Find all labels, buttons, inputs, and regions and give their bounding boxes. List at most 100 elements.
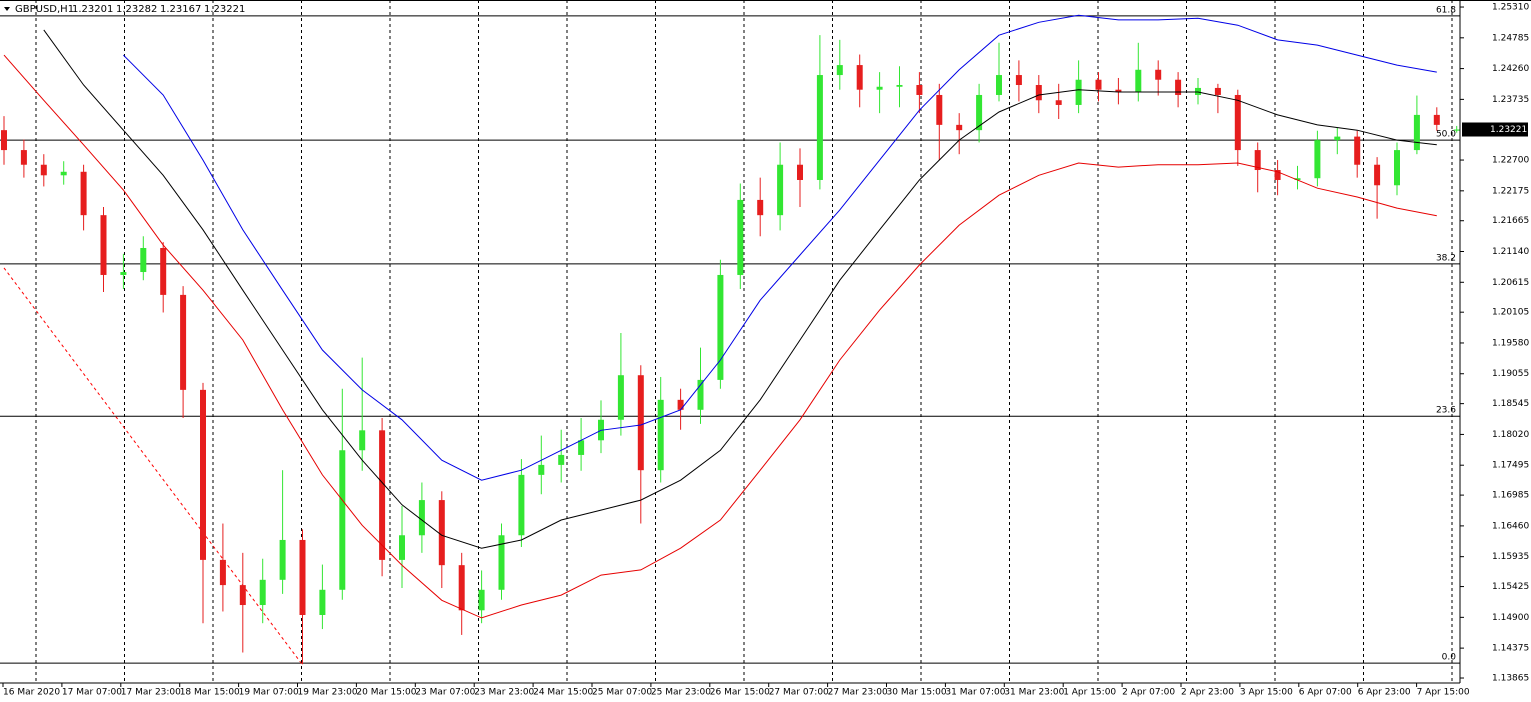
candle-body [120, 272, 127, 275]
x-tick-label: 25 Mar 23:00 [651, 688, 711, 698]
x-tick-label: 24 Mar 15:00 [533, 688, 593, 698]
current-price-box [1462, 122, 1528, 137]
moving-average-line [3, 54, 1437, 619]
y-tick-label: 1.14375 [1492, 644, 1529, 654]
x-tick-label: 23 Mar 23:00 [474, 688, 534, 698]
header-value: 1.23282 [116, 4, 157, 15]
y-tick-label: 1.23735 [1492, 95, 1529, 105]
candle-body [319, 589, 326, 615]
candle-body [279, 539, 286, 580]
candle-body [1214, 87, 1221, 95]
candle-body [1095, 79, 1102, 90]
candle-body [1, 130, 7, 151]
candle-body [1115, 89, 1122, 93]
candle-body [856, 65, 863, 90]
candle-body [478, 589, 485, 611]
candle-body [876, 86, 883, 90]
candle-body [438, 500, 445, 566]
x-tick-label: 18 Mar 15:00 [180, 688, 240, 698]
x-tick-label: 7 Apr 15:00 [1417, 688, 1470, 698]
x-tick-label: 17 Mar 07:00 [62, 688, 122, 698]
candle-body [777, 164, 784, 216]
y-tick-label: 1.19055 [1492, 369, 1529, 379]
header-value: 1.23167 [160, 4, 201, 15]
y-tick-label: 1.24260 [1492, 64, 1529, 74]
candle-body [219, 559, 226, 586]
candle-body [80, 171, 87, 216]
candle-body [299, 539, 306, 615]
candle-body [1274, 170, 1281, 180]
candle-body [200, 389, 206, 560]
moving-average-line [123, 14, 1437, 481]
candle-body [896, 85, 903, 87]
candle-body [1234, 94, 1241, 151]
candle-body [359, 430, 366, 451]
candle-body [498, 535, 505, 590]
y-tick-label: 1.15425 [1492, 582, 1529, 592]
candle-body [578, 440, 585, 455]
fib-level-label: 50.0 [1436, 130, 1456, 140]
candle-body [1055, 100, 1062, 105]
fib-level-label: 0.0 [1442, 653, 1457, 663]
y-tick-label: 1.21140 [1492, 247, 1529, 257]
candle-body [836, 65, 843, 76]
candle-body [458, 565, 465, 611]
menu-arrow[interactable] [4, 7, 10, 11]
x-tick-label: 23 Mar 07:00 [415, 688, 475, 698]
y-tick-label: 1.20105 [1492, 308, 1529, 318]
candle-body [1374, 164, 1381, 186]
candle-body [1035, 85, 1042, 101]
x-tick-label: 17 Mar 23:00 [121, 688, 181, 698]
x-tick-label: 19 Mar 23:00 [298, 688, 358, 698]
fib-level-label: 38.2 [1436, 253, 1456, 263]
x-tick-label: 19 Mar 07:00 [239, 688, 299, 698]
y-tick-label: 1.17495 [1492, 461, 1529, 471]
candle-body [936, 94, 943, 125]
candle-body [60, 171, 67, 176]
y-tick-label: 1.20615 [1492, 278, 1529, 288]
candle-body [1354, 136, 1361, 165]
candle-body [996, 75, 1002, 95]
candle-body [339, 450, 346, 590]
candle-body [816, 75, 823, 180]
candle-body [20, 150, 27, 165]
x-tick-label: 6 Apr 07:00 [1299, 688, 1352, 698]
candle-body [1195, 87, 1201, 95]
y-tick-label: 1.16460 [1492, 521, 1529, 531]
candle-body [1453, 129, 1460, 131]
candle-body [797, 164, 803, 180]
x-tick-label: 2 Apr 07:00 [1122, 688, 1175, 698]
candle-body [379, 430, 386, 560]
candle-body [717, 274, 724, 380]
chart-title: GBPUSD,H1 [15, 4, 74, 15]
y-tick-label: 1.19580 [1492, 338, 1529, 348]
y-tick-label: 1.22175 [1492, 186, 1529, 196]
y-tick-label: 1.16985 [1492, 491, 1529, 501]
candle-body [538, 464, 545, 475]
y-tick-label: 1.21665 [1492, 216, 1529, 226]
x-tick-label: 26 Mar 15:00 [710, 688, 770, 698]
x-tick-label: 6 Apr 23:00 [1358, 688, 1411, 698]
candle-body [399, 535, 405, 560]
candle-body [239, 585, 246, 606]
candle-body [180, 294, 187, 390]
fib-level-label: 23.6 [1436, 406, 1456, 416]
candle-body [637, 375, 644, 471]
candle-body [1294, 178, 1301, 180]
x-tick-label: 31 Mar 07:00 [945, 688, 1005, 698]
candle-body [140, 247, 147, 273]
candle-body [1175, 79, 1182, 95]
y-tick-label: 1.22700 [1492, 156, 1529, 166]
candle-body [737, 199, 744, 275]
x-tick-label: 30 Mar 15:00 [887, 688, 947, 698]
y-tick-label: 1.25310 [1492, 3, 1529, 13]
candle-body [697, 379, 704, 410]
candle-body [617, 375, 624, 420]
y-tick-label: 1.18020 [1492, 430, 1529, 440]
candle-body [418, 500, 425, 536]
candle-body [259, 579, 266, 606]
y-tick-label: 1.24785 [1492, 33, 1529, 43]
